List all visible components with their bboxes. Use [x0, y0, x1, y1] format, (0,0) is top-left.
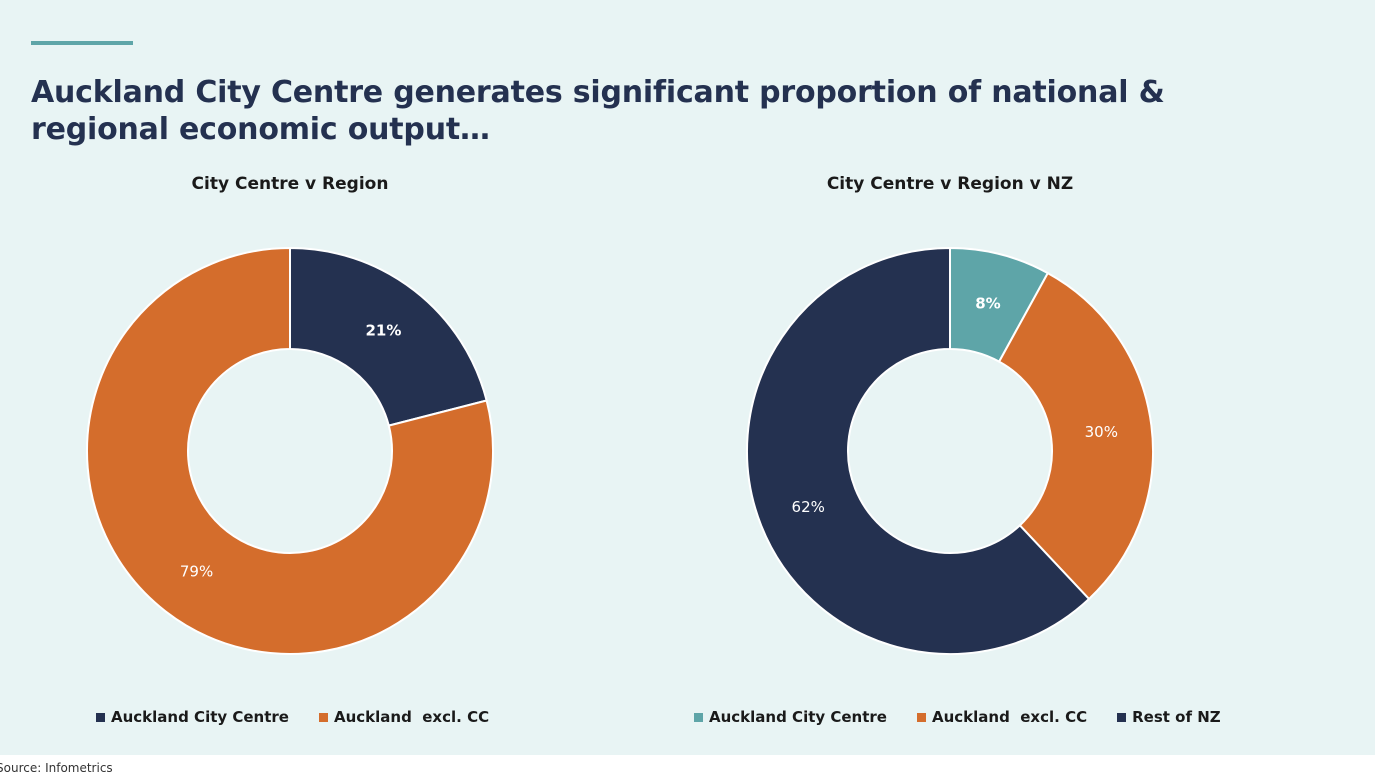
slice-auckland-excl-cc: [86, 246, 494, 655]
legend-swatch: [96, 712, 105, 722]
legend-swatch: [694, 712, 703, 722]
legend-swatch: [1117, 712, 1127, 722]
slice-rest-of-nz: [746, 246, 1091, 655]
page-title: Auckland City Centre generates significa…: [31, 75, 1165, 147]
data-label-rest-of-nz: 62%: [792, 498, 825, 516]
legend-label: Rest of NZ: [1132, 708, 1221, 726]
legend-city-centre-v-region: Auckland City Centre Auckland excl. CC: [96, 708, 489, 726]
chart-title-city-centre-v-region-v-nz: City Centre v Region v NZ: [826, 174, 1074, 194]
data-label-auckland-excl-cc: 30%: [1085, 423, 1118, 441]
donut-chart-city-centre-v-region-v-nz: 8% 30% 62%: [746, 246, 1154, 655]
donut-chart-city-centre-v-region: 21% 79%: [86, 246, 494, 655]
legend-item-auckland-excl-cc: Auckland excl. CC: [916, 708, 1088, 726]
legend-item-auckland-city-centre: Auckland City Centre: [96, 708, 289, 726]
data-label-auckland-city-centre: 21%: [366, 322, 402, 340]
chart-title-city-centre-v-region: City Centre v Region: [191, 174, 389, 194]
legend-label: Auckland excl. CC: [931, 708, 1088, 726]
data-label-auckland-excl-cc: 79%: [180, 562, 213, 580]
legend-label: Auckland City Centre: [709, 708, 887, 726]
legend-item-auckland-city-centre: Auckland City Centre: [694, 708, 887, 726]
legend-city-centre-v-region-v-nz: Auckland City Centre Auckland excl. CC Res…: [694, 708, 1221, 726]
accent-line: [31, 41, 133, 45]
slice-auckland-city-centre: [289, 246, 488, 427]
slide: Auckland City Centre generates significa…: [0, 0, 1375, 755]
legend-swatch: [318, 712, 328, 722]
legend-label: Auckland excl. CC: [333, 708, 490, 726]
legend-item-auckland-excl-cc: Auckland excl. CC: [318, 708, 490, 726]
legend-item-rest-of-nz: Rest of NZ: [1117, 708, 1221, 726]
legend-swatch: [916, 712, 926, 722]
source-note: Source: Infometrics: [0, 761, 113, 775]
slice-auckland-excl-cc: [997, 271, 1154, 601]
data-label-auckland-city-centre: 8%: [975, 294, 1000, 312]
legend-label: Auckland City Centre: [111, 708, 289, 726]
